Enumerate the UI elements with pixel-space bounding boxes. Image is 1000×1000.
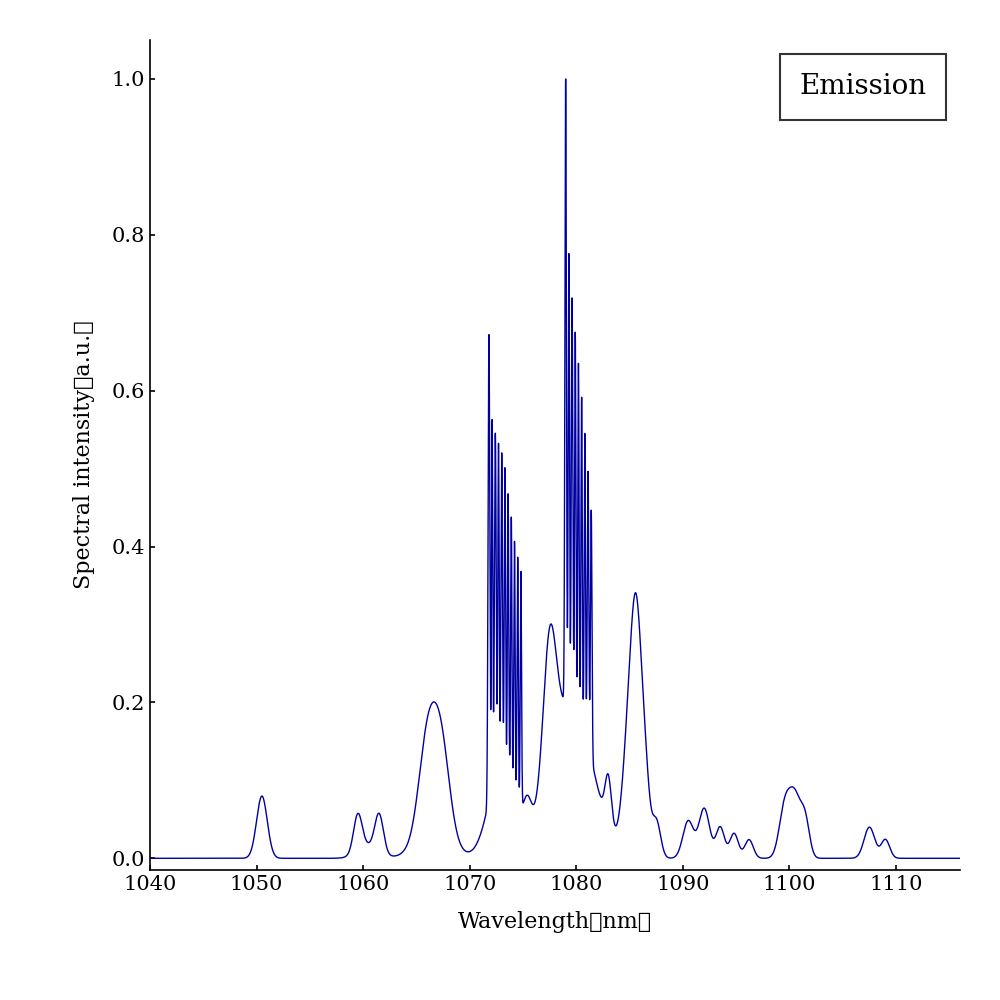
Y-axis label: Spectral intensity（a.u.）: Spectral intensity（a.u.） — [73, 321, 95, 589]
X-axis label: Wavelength（nm）: Wavelength（nm） — [458, 911, 652, 933]
Legend: Emission: Emission — [780, 54, 946, 120]
